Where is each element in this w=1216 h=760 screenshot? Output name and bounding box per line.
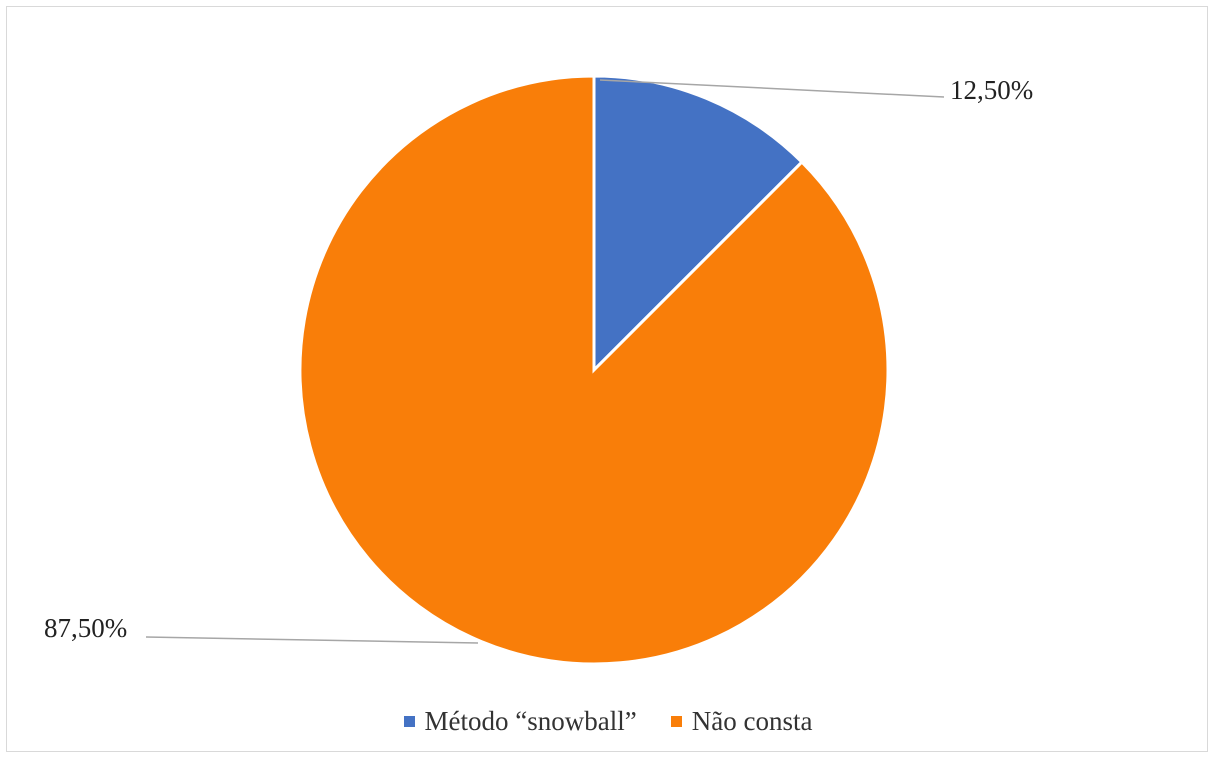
legend-swatch-snowball — [403, 716, 415, 727]
leader-line-snowball — [599, 79, 945, 98]
legend-label-nao-consta: Não consta — [691, 706, 813, 736]
leader-line-nao-consta — [145, 636, 479, 644]
chart-legend: Método “snowball” Não consta — [0, 706, 1216, 737]
legend-label-snowball: Método “snowball” — [424, 706, 637, 736]
leader-lines — [145, 79, 945, 644]
data-label-snowball: 12,50% — [950, 75, 1033, 105]
legend-swatch-nao-consta — [670, 716, 682, 727]
pie-slices — [298, 74, 890, 666]
pie-slice-nao-consta — [298, 74, 890, 666]
data-label-nao-consta: 87,50% — [44, 613, 127, 643]
legend-item-nao-consta: Não consta — [670, 706, 813, 737]
pie-slice-snowball — [592, 74, 805, 374]
legend-item-snowball: Método “snowball” — [403, 706, 637, 737]
data-labels: 12,50% 87,50% — [44, 75, 1033, 643]
